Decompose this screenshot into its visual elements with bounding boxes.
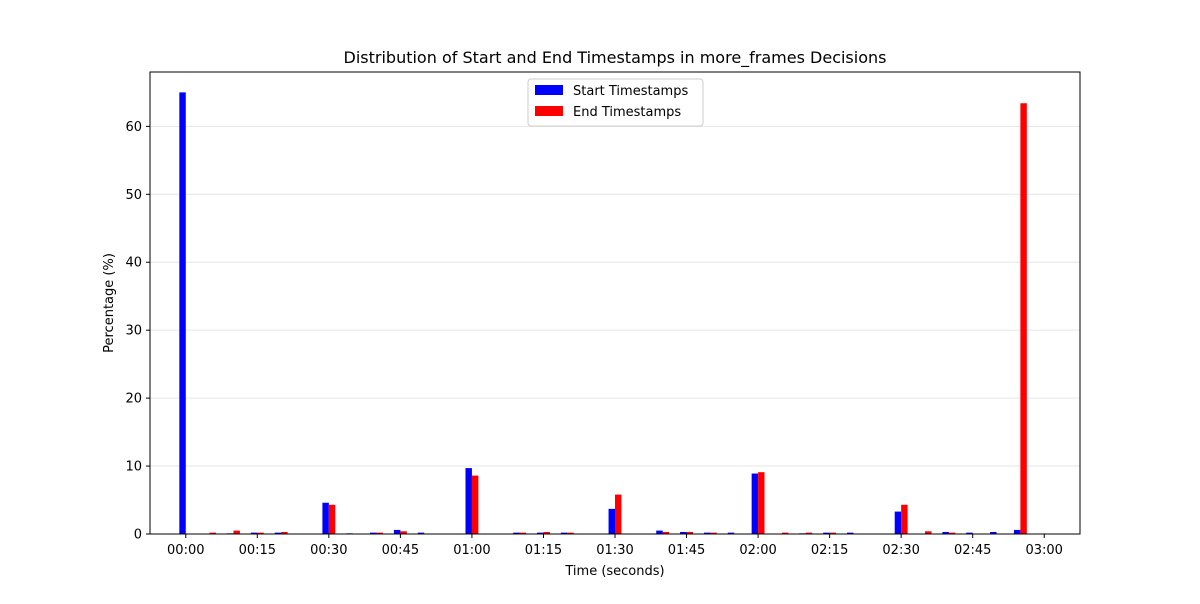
end-bar — [233, 530, 240, 534]
end-bar — [901, 504, 908, 534]
plot-frame — [149, 71, 1081, 535]
x-tick-label: 01:15 — [525, 543, 562, 558]
y-tick-label: 20 — [125, 392, 142, 407]
y-tick-label: 40 — [125, 256, 142, 271]
start-bar — [680, 531, 687, 534]
start-bar — [465, 468, 472, 534]
end-bar — [805, 532, 813, 534]
end-bar — [400, 531, 407, 534]
start-bar — [703, 532, 711, 534]
y-tick-label: 0 — [134, 528, 142, 543]
y-axis-label: Percentage (%) — [102, 253, 117, 353]
start-bar — [179, 92, 186, 534]
legend-box — [527, 78, 704, 127]
start-bar — [1013, 529, 1021, 534]
legend-swatch — [535, 106, 563, 116]
start-bar — [894, 511, 902, 534]
x-tick-label: 02:15 — [811, 543, 848, 558]
start-bar — [393, 529, 401, 534]
x-axis-label: Time (seconds) — [564, 564, 664, 579]
bars — [179, 92, 1027, 535]
start-bar — [537, 532, 544, 534]
x-tick-label: 01:45 — [668, 543, 705, 558]
start-bar — [847, 532, 854, 534]
chart-title: Distribution of Start and End Timestamps… — [344, 48, 887, 68]
x-tick-label: 00:45 — [382, 543, 419, 558]
start-bar — [823, 532, 830, 534]
start-bar — [942, 531, 949, 534]
start-bar — [727, 532, 735, 534]
end-bar — [710, 532, 717, 534]
start-bar — [608, 508, 615, 534]
end-bar — [615, 494, 622, 534]
end-bar — [567, 532, 574, 534]
start-bar — [990, 531, 997, 534]
end-bar — [257, 532, 264, 534]
x-tick-label: 02:00 — [739, 543, 776, 558]
end-bar — [543, 531, 550, 534]
start-bar — [274, 532, 282, 534]
end-bar — [519, 532, 527, 534]
legend: Start Timestamps End Timestamps — [527, 78, 704, 127]
end-bar — [925, 531, 932, 534]
gridlines — [150, 125, 1080, 467]
x-tick-label: 00:00 — [167, 543, 204, 558]
x-tick-label: 00:30 — [310, 543, 347, 558]
end-bar — [829, 532, 837, 534]
end-bar — [281, 531, 288, 534]
start-bar — [513, 532, 520, 534]
x-tick-label: 01:30 — [596, 543, 633, 558]
y-tick-label: 30 — [125, 324, 142, 339]
x-tick-label: 02:30 — [882, 543, 919, 558]
x-tick-label: 02:45 — [954, 543, 991, 558]
start-bar — [322, 502, 329, 534]
end-bar — [781, 532, 789, 534]
start-bar — [250, 532, 258, 534]
start-bar — [656, 530, 663, 534]
start-bar — [751, 473, 759, 534]
end-bar — [948, 532, 956, 534]
legend-swatch — [535, 85, 563, 95]
x-tick-label: 01:00 — [453, 543, 490, 558]
end-bar — [662, 531, 670, 534]
x-tick-label: 03:00 — [1025, 543, 1062, 558]
start-bar — [966, 532, 973, 534]
end-bar — [1020, 103, 1027, 535]
x-tick-label: 00:15 — [239, 543, 276, 558]
y-tick-label: 10 — [125, 460, 142, 475]
end-bar — [758, 472, 765, 534]
end-bar — [471, 475, 479, 534]
y-tick-label: 60 — [125, 120, 142, 135]
end-bar — [376, 532, 383, 534]
legend-label: End Timestamps — [573, 105, 681, 120]
start-bar — [560, 532, 568, 534]
y-tick-label: 50 — [125, 188, 142, 203]
end-bar — [686, 531, 693, 534]
axis-ticks: 0 10 20 30 40 50 60 00:00 00:15 00:30 00:45 01:00 01… — [125, 120, 1063, 558]
end-bar — [209, 532, 217, 534]
legend-label: Start Timestamps — [573, 84, 688, 99]
end-bar — [328, 504, 336, 534]
start-bar — [370, 532, 377, 534]
start-bar — [417, 532, 425, 534]
